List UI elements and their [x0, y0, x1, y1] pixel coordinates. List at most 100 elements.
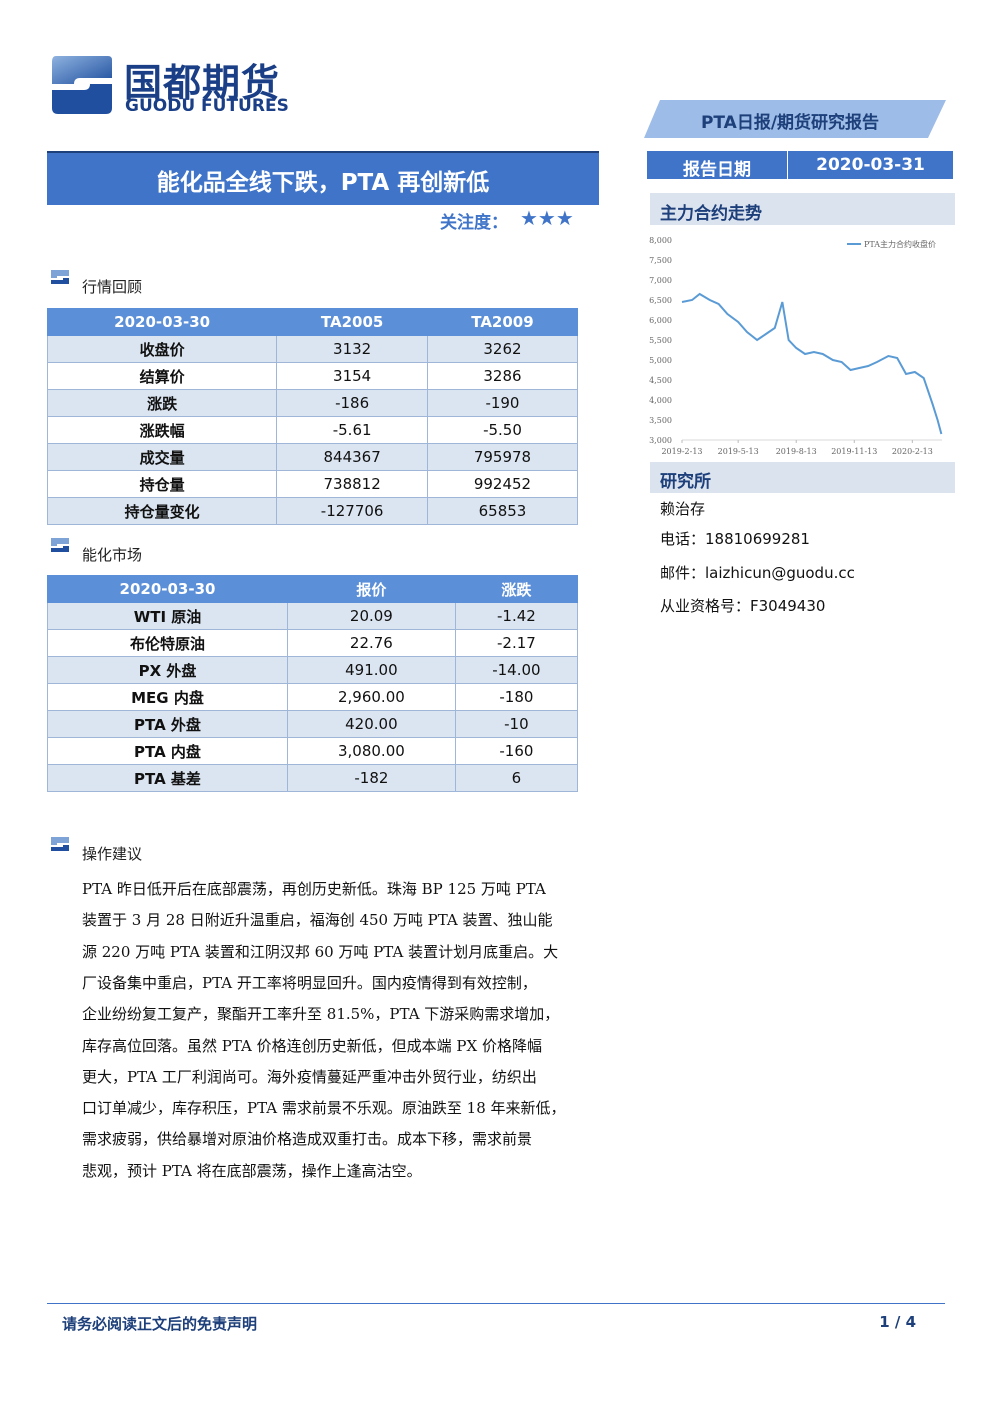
report-type: PTA日报/期货研究报告	[700, 113, 880, 133]
y-tick-label: 4,500	[649, 376, 672, 385]
cell: 844367	[276, 443, 428, 471]
table-row: PTA 基差 -182 6	[47, 764, 579, 792]
table-row: WTI 原油 20.09 -1.42	[47, 602, 579, 630]
license: 从业资格号：F3049430	[660, 597, 826, 615]
disclaimer: 请务必阅读正文后的免责声明	[62, 1315, 258, 1333]
row-label: WTI 原油	[47, 602, 288, 630]
header-row: 2020-03-30 TA2005 TA2009	[46, 308, 579, 336]
series-line	[681, 292, 943, 435]
cell: 3132	[276, 335, 428, 363]
y-tick-label: 7,000	[649, 276, 672, 285]
paragraph-line: 厂设备集中重启，PTA 开工率将明显回升。国内疫情得到有效控制，	[82, 973, 537, 992]
row-label: 持仓量	[46, 470, 278, 498]
table-row: 成交量 844367 795978	[46, 443, 579, 471]
cell: -186	[276, 389, 428, 417]
cell: 3,080.00	[286, 737, 456, 765]
row-label: 收盘价	[46, 335, 278, 363]
paragraph-line: 需求疲弱，供给暴增对原油价格造成双重打击。成本下移，需求前景	[82, 1130, 533, 1149]
cell: 3262	[426, 335, 579, 363]
footer-rule	[47, 1303, 945, 1304]
cell: -10	[454, 710, 579, 738]
row-label: PX 外盘	[47, 656, 288, 684]
attention-label: 关注度：	[440, 213, 508, 233]
legend-label: PTA主力合约收盘价	[864, 239, 936, 249]
x-tick-label: 2020-2-13	[892, 447, 933, 456]
row-label: 涨跌	[46, 389, 278, 417]
section-icon	[51, 837, 69, 851]
section-icon	[51, 270, 69, 284]
table-row: 持仓量 738812 992452	[46, 470, 579, 498]
page-number: 1 / 4	[879, 1313, 916, 1331]
row-label: PTA 内盘	[47, 737, 288, 765]
y-tick-label: 7,500	[649, 256, 672, 265]
phone: 电话：18810699281	[660, 530, 810, 548]
header-cell: 涨跌	[454, 575, 579, 603]
row-label: 持仓量变化	[46, 497, 278, 525]
y-tick-label: 6,000	[649, 316, 672, 325]
y-tick-label: 3,500	[649, 416, 672, 425]
section-heading: 行情回顾	[82, 278, 143, 296]
table-row: PTA 外盘 420.00 -10	[47, 710, 579, 738]
row-label: MEG 内盘	[47, 683, 288, 711]
cell: -160	[454, 737, 579, 765]
cell: 3286	[426, 362, 579, 390]
header-cell: 2020-03-30	[46, 308, 278, 336]
paragraph-line: 源 220 万吨 PTA 装置和江阴汉邦 60 万吨 PTA 装置计划月底重启。…	[82, 942, 559, 961]
paragraph-line: 口订单减少，库存积压，PTA 需求前景不乐观。原油跌至 18 年来新低，	[82, 1099, 566, 1118]
header-cell: TA2005	[276, 308, 428, 336]
x-tick-label: 2019-11-13	[831, 447, 877, 456]
logo-en: GUODU FUTURES	[125, 96, 289, 116]
table-row: PX 外盘 491.00 -14.00	[47, 656, 579, 684]
row-label: 结算价	[46, 362, 278, 390]
row-label: 涨跌幅	[46, 416, 278, 444]
cell: 20.09	[286, 602, 456, 630]
email: 邮件：laizhicun@guodu.cc	[660, 564, 855, 582]
row-label: 布伦特原油	[47, 629, 288, 657]
table-row: 收盘价 3132 3262	[46, 335, 579, 363]
analyst: 赖治存	[660, 500, 706, 518]
title: 能化品全线下跌，PTA 再创新低	[156, 170, 490, 196]
chart-heading: 主力合约走势	[660, 204, 762, 224]
logo-cn: 国都期货	[124, 61, 281, 105]
table-row: 结算价 3154 3286	[46, 362, 579, 390]
cell: 2,960.00	[286, 683, 456, 711]
y-tick-label: 3,000	[649, 436, 672, 445]
table-row: MEG 内盘 2,960.00 -180	[47, 683, 579, 711]
paragraph-line: 装置于 3 月 28 日附近升温重启，福海创 450 万吨 PTA 装置、独山能	[82, 911, 553, 930]
attention-stars: ★★★	[520, 206, 574, 230]
y-tick-label: 5,500	[649, 336, 672, 345]
cell: 3154	[276, 362, 428, 390]
y-tick-label: 5,000	[649, 356, 672, 365]
table-row: PTA 内盘 3,080.00 -160	[47, 737, 579, 765]
header-row: 2020-03-30 报价 涨跌	[47, 575, 579, 603]
cell: 795978	[426, 443, 579, 471]
y-tick-label: 6,500	[649, 296, 672, 305]
paragraph-line: 库存高位回落。虽然 PTA 价格连创历史新低，但成本端 PX 价格降幅	[82, 1036, 542, 1055]
paragraph-line: 企业纷纷复工复产，聚酯开工率升至 81.5%，PTA 下游采购需求增加，	[82, 1005, 560, 1024]
logo-mark	[52, 56, 112, 114]
paragraph-line: 更大，PTA 工厂利润尚可。海外疫情蔓延严重冲击外贸行业，纺织出	[82, 1067, 537, 1086]
research-heading-bar	[650, 462, 955, 493]
cell: 22.76	[286, 629, 456, 657]
header-cell: 报价	[286, 575, 456, 603]
chart: 3,000 3,500 4,000 4,500 5,000 5,500 6,000 6,500…	[649, 236, 943, 456]
cell: -127706	[276, 497, 428, 525]
cell: 65853	[426, 497, 579, 525]
market-review-table: 2020-03-30 TA2005 TA2009 收盘价 3132 3262 结算价 3154…	[46, 308, 579, 525]
research-heading: 研究所	[660, 472, 711, 492]
cell: 420.00	[286, 710, 456, 738]
x-tick-label: 2019-5-13	[718, 447, 759, 456]
report-date-bar	[647, 151, 953, 179]
title-bar	[47, 151, 599, 205]
row-label: PTA 外盘	[47, 710, 288, 738]
header-cell: 2020-03-30	[47, 575, 288, 603]
cell: -5.61	[276, 416, 428, 444]
row-label: 成交量	[46, 443, 278, 471]
report-date-value: 2020-03-31	[816, 155, 925, 175]
cell: 6	[454, 764, 579, 792]
cell: -2.17	[454, 629, 579, 657]
cell: -14.00	[454, 656, 579, 684]
cell: 738812	[276, 470, 428, 498]
table-row: 涨跌 -186 -190	[46, 389, 579, 417]
